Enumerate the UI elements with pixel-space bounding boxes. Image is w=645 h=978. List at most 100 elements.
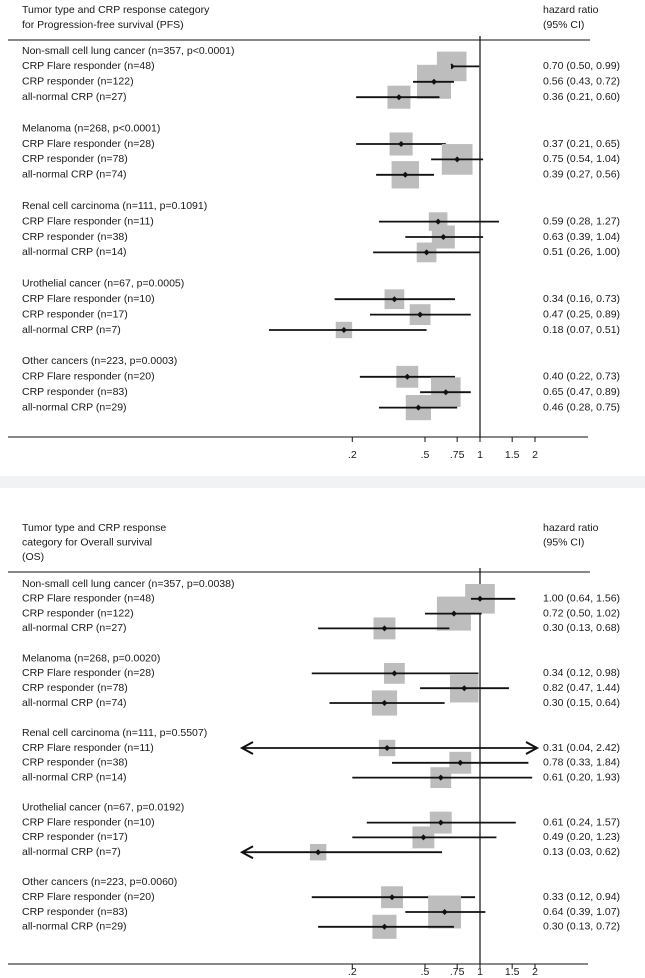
p1-hr-text-g2-r2: 0.61 (0.20, 1.93): [543, 771, 620, 783]
p1-hr-text-g4-r0: 0.33 (0.12, 0.94): [543, 891, 620, 903]
p0-row-label-g3-r1: CRP responder (n=17): [22, 308, 128, 320]
p0-group-label-1: Melanoma (n=268, p<0.0001): [22, 122, 160, 134]
p0-estimate-g1-r2: [402, 171, 409, 178]
p1-row-label-g4-r0: CRP Flare responder (n=20): [22, 891, 155, 903]
p1-group-label-4: Other cancers (n=223, p=0.0060): [22, 876, 177, 888]
p0-row-label-g3-r2: all-normal CRP (n=7): [22, 324, 121, 336]
p0-hr-header-line-1: (95% CI): [543, 19, 584, 31]
p1-hr-text-g2-r0: 0.31 (0.04, 2.42): [543, 742, 620, 754]
p0-hr-header-line-0: hazard ratio: [543, 4, 599, 16]
p1-hr-header-line-1: (95% CI): [543, 537, 584, 549]
p0-row-label-g1-r0: CRP Flare responder (n=28): [22, 138, 155, 150]
p0-row-label-g1-r1: CRP responder (n=78): [22, 153, 128, 165]
p1-hr-text-g1-r2: 0.30 (0.15, 0.64): [543, 697, 620, 709]
p1-row-label-g1-r1: CRP responder (n=78): [22, 682, 128, 694]
p0-tick-label-2: .75: [450, 449, 465, 461]
p1-chart-title-line-1: category for Overall survival: [22, 537, 152, 549]
panel-separator: [0, 476, 645, 488]
p1-hr-text-g3-r1: 0.49 (0.20, 1.23): [543, 831, 620, 843]
p0-hr-text-g1-r1: 0.75 (0.54, 1.04): [543, 153, 620, 165]
p0-hr-text-g4-r0: 0.40 (0.22, 0.73): [543, 371, 620, 383]
p1-row-label-g1-r0: CRP Flare responder (n=28): [22, 667, 155, 679]
p1-estimate-g4-r2: [381, 923, 388, 930]
p0-estimate-g4-r1: [442, 389, 449, 396]
p0-group-label-0: Non-small cell lung cancer (n=357, p<0.0…: [22, 45, 234, 57]
p1-tick-label-3: 1: [477, 966, 483, 978]
p1-hr-text-g0-r2: 0.30 (0.13, 0.68): [543, 622, 620, 634]
p0-estimate-g1-r1: [454, 156, 461, 163]
p1-group-label-2: Renal cell carcinoma (n=111, p=0.5507): [22, 727, 207, 739]
p0-row-label-g3-r0: CRP Flare responder (n=10): [22, 293, 155, 305]
p0-hr-text-g3-r1: 0.47 (0.25, 0.89): [543, 308, 620, 320]
p0-estimate-g0-r2: [395, 94, 402, 101]
p0-tick-label-0: .2: [348, 449, 357, 461]
p0-chart-title-line-1: for Progression-free survival (PFS): [22, 19, 184, 31]
p1-row-label-g0-r1: CRP responder (n=122): [22, 607, 134, 619]
p0-hr-text-g1-r2: 0.39 (0.27, 0.56): [543, 169, 620, 181]
p1-hr-text-g1-r0: 0.34 (0.12, 0.98): [543, 667, 620, 679]
p0-chart-title-line-0: Tumor type and CRP response category: [22, 4, 210, 16]
p1-tick-label-5: 2: [532, 966, 538, 978]
ci-arrow-left-p1-g2-r0: [239, 741, 254, 755]
p1-hr-text-g3-r2: 0.13 (0.03, 0.62): [543, 846, 620, 858]
p1-tick-label-1: .5: [421, 966, 430, 978]
p0-hr-text-g4-r2: 0.46 (0.28, 0.75): [543, 401, 620, 413]
p0-row-label-g2-r0: CRP Flare responder (n=11): [22, 215, 154, 227]
p0-row-label-g4-r1: CRP responder (n=83): [22, 386, 128, 398]
p1-row-label-g0-r2: all-normal CRP (n=27): [22, 622, 127, 634]
p1-tick-label-0: .2: [348, 966, 357, 978]
p0-hr-text-g3-r0: 0.34 (0.16, 0.73): [543, 293, 620, 305]
p1-row-label-g4-r1: CRP responder (n=83): [22, 906, 128, 918]
p1-estimate-g1-r0: [391, 670, 398, 677]
p1-estimate-g1-r1: [461, 685, 468, 692]
p0-row-label-g0-r0: CRP Flare responder (n=48): [22, 60, 155, 72]
p1-estimate-g4-r1: [441, 909, 448, 915]
p0-row-label-g0-r1: CRP responder (n=122): [22, 76, 134, 88]
p0-estimate-g2-r0: [435, 218, 442, 225]
p1-hr-text-g0-r0: 1.00 (0.64, 1.56): [543, 593, 620, 605]
p1-row-label-g3-r0: CRP Flare responder (n=10): [22, 816, 155, 828]
p0-hr-text-g2-r2: 0.51 (0.26, 1.00): [543, 246, 620, 258]
p0-hr-text-g3-r2: 0.18 (0.07, 0.51): [543, 324, 620, 336]
p0-hr-text-g2-r0: 0.59 (0.28, 1.27): [543, 215, 620, 227]
p1-estimate-g3-r1: [420, 834, 427, 841]
p0-estimate-g3-r0: [391, 296, 398, 303]
p0-estimate-g2-r2: [423, 249, 430, 256]
p1-row-label-g4-r2: all-normal CRP (n=29): [22, 921, 127, 933]
p1-hr-text-g1-r1: 0.82 (0.47, 1.44): [543, 682, 620, 694]
p1-estimate-g3-r2: [315, 849, 322, 856]
p0-row-label-g4-r2: all-normal CRP (n=29): [22, 401, 127, 413]
p1-estimate-g3-r0: [437, 819, 444, 826]
p0-row-label-g1-r2: all-normal CRP (n=74): [22, 169, 127, 181]
p0-group-label-3: Urothelial cancer (n=67, p=0.0005): [22, 278, 184, 290]
p0-estimate-g2-r1: [440, 234, 447, 240]
p1-hr-text-g4-r2: 0.30 (0.13, 0.72): [543, 921, 620, 933]
p1-chart-title-line-0: Tumor type and CRP response: [22, 522, 166, 534]
p1-hr-text-g4-r1: 0.64 (0.39, 1.07): [543, 906, 620, 918]
p1-group-label-3: Urothelial cancer (n=67, p=0.0192): [22, 802, 184, 814]
p1-hr-text-g3-r0: 0.61 (0.24, 1.57): [543, 816, 620, 828]
p0-row-label-g0-r2: all-normal CRP (n=27): [22, 91, 127, 103]
p0-group-label-4: Other cancers (n=223, p=0.0003): [22, 355, 177, 367]
p1-row-label-g1-r2: all-normal CRP (n=74): [22, 697, 127, 709]
p0-hr-text-g4-r1: 0.65 (0.47, 0.89): [543, 386, 620, 398]
p0-estimate-g3-r1: [417, 311, 424, 318]
p1-estimate-g0-r0: [477, 595, 483, 602]
p1-group-label-1: Melanoma (n=268, p=0.0020): [22, 652, 160, 664]
p1-row-label-g2-r2: all-normal CRP (n=14): [22, 771, 127, 783]
p1-estimate-g2-r2: [437, 774, 444, 781]
p0-tick-label-4: 1.5: [505, 449, 520, 461]
p0-hr-text-g2-r1: 0.63 (0.39, 1.04): [543, 231, 620, 243]
p0-row-label-g2-r2: all-normal CRP (n=14): [22, 246, 127, 258]
p0-row-label-g4-r0: CRP Flare responder (n=20): [22, 371, 155, 383]
p1-estimate-g2-r1: [457, 759, 464, 766]
p0-row-label-g2-r1: CRP responder (n=38): [22, 231, 128, 243]
p1-group-label-0: Non-small cell lung cancer (n=357, p=0.0…: [22, 578, 234, 590]
p0-tick-label-1: .5: [421, 449, 430, 461]
p0-estimate-g4-r0: [404, 373, 411, 380]
p0-tick-label-3: 1: [477, 449, 483, 461]
p1-estimate-g0-r2: [381, 625, 388, 632]
p0-estimate-g1-r0: [398, 141, 405, 147]
p1-row-label-g0-r0: CRP Flare responder (n=48): [22, 593, 155, 605]
